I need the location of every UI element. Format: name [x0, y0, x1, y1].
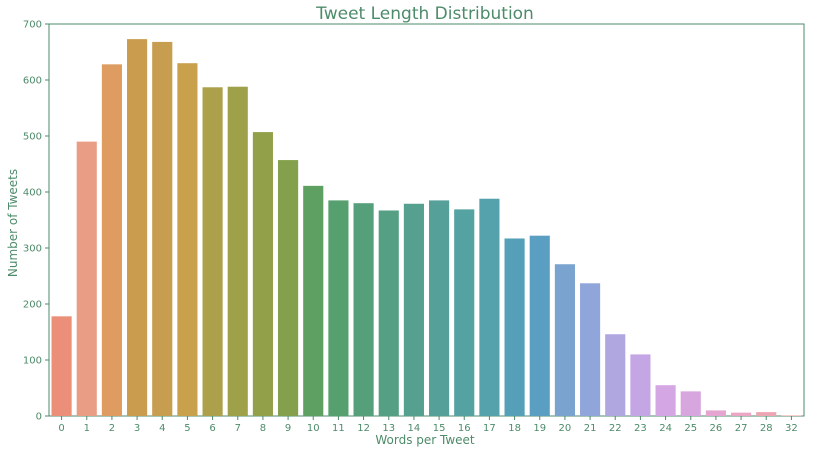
bar-2 [101, 64, 122, 416]
x-tick-label: 4 [159, 423, 165, 434]
x-tick-label: 8 [260, 423, 266, 434]
x-tick-label: 3 [134, 423, 140, 434]
bar-23 [630, 354, 651, 416]
x-tick-label: 28 [760, 423, 773, 434]
bar-19 [529, 235, 550, 416]
x-tick-label: 7 [235, 423, 241, 434]
x-tick-label: 19 [533, 423, 546, 434]
bar-7 [227, 86, 248, 416]
x-tick-label: 32 [785, 423, 798, 434]
x-tick-label: 6 [209, 423, 215, 434]
bar-28 [756, 412, 777, 416]
x-tick-label: 25 [684, 423, 697, 434]
bar-22 [605, 334, 626, 416]
x-tick-label: 24 [659, 423, 672, 434]
bar-10 [303, 185, 324, 416]
x-tick-label: 18 [508, 423, 521, 434]
bar-25 [680, 391, 701, 416]
x-tick-label: 23 [634, 423, 647, 434]
bar-4 [152, 41, 173, 417]
x-tick-label: 9 [285, 423, 291, 434]
bar-1 [76, 141, 97, 416]
bar-11 [328, 200, 349, 416]
y-axis-label: Number of Tweets [6, 169, 20, 277]
x-tick-label: 10 [307, 423, 320, 434]
y-tick-label: 300 [23, 244, 42, 255]
x-tick-label: 21 [584, 423, 597, 434]
y-tick-label: 500 [23, 132, 42, 143]
x-tick-label: 13 [382, 423, 395, 434]
bar-24 [655, 385, 676, 416]
bar-0 [51, 316, 72, 416]
x-tick-label: 2 [109, 423, 115, 434]
x-tick-label: 17 [483, 423, 496, 434]
bar-21 [580, 283, 601, 416]
bar-12 [353, 203, 374, 416]
y-tick-label: 200 [23, 300, 42, 311]
bar-17 [479, 198, 500, 416]
plot-area-border [48, 23, 805, 417]
bar-18 [504, 238, 525, 416]
bar-8 [252, 132, 273, 416]
bar-26 [705, 410, 726, 416]
y-tick-label: 0 [36, 412, 42, 423]
bar-9 [278, 160, 299, 416]
chart-title: Tweet Length Distribution [315, 4, 534, 24]
y-tick-label: 600 [23, 76, 42, 87]
x-tick-label: 0 [58, 423, 64, 434]
bar-15 [429, 200, 450, 416]
x-tick-label: 1 [84, 423, 90, 434]
x-tick-label: 20 [559, 423, 572, 434]
x-tick-label: 16 [458, 423, 471, 434]
x-tick-label: 22 [609, 423, 622, 434]
x-tick-label: 27 [735, 423, 748, 434]
bar-27 [731, 412, 752, 416]
bar-13 [378, 210, 399, 416]
x-tick-label: 11 [332, 423, 345, 434]
bar-5 [177, 63, 198, 416]
bar-16 [454, 209, 475, 416]
bar-20 [554, 264, 575, 416]
x-tick-label: 14 [408, 423, 421, 434]
bar-3 [127, 39, 148, 417]
y-tick-label: 100 [23, 356, 42, 367]
bar-14 [403, 203, 424, 416]
x-tick-label: 12 [357, 423, 370, 434]
x-axis-label: Words per Tweet [375, 433, 475, 447]
bar-32 [781, 415, 802, 416]
x-tick-label: 26 [710, 423, 723, 434]
x-tick-label: 15 [433, 423, 446, 434]
y-tick-label: 400 [23, 188, 42, 199]
y-tick-label: 700 [23, 20, 42, 31]
x-tick-label: 5 [184, 423, 190, 434]
bar-6 [202, 87, 223, 416]
